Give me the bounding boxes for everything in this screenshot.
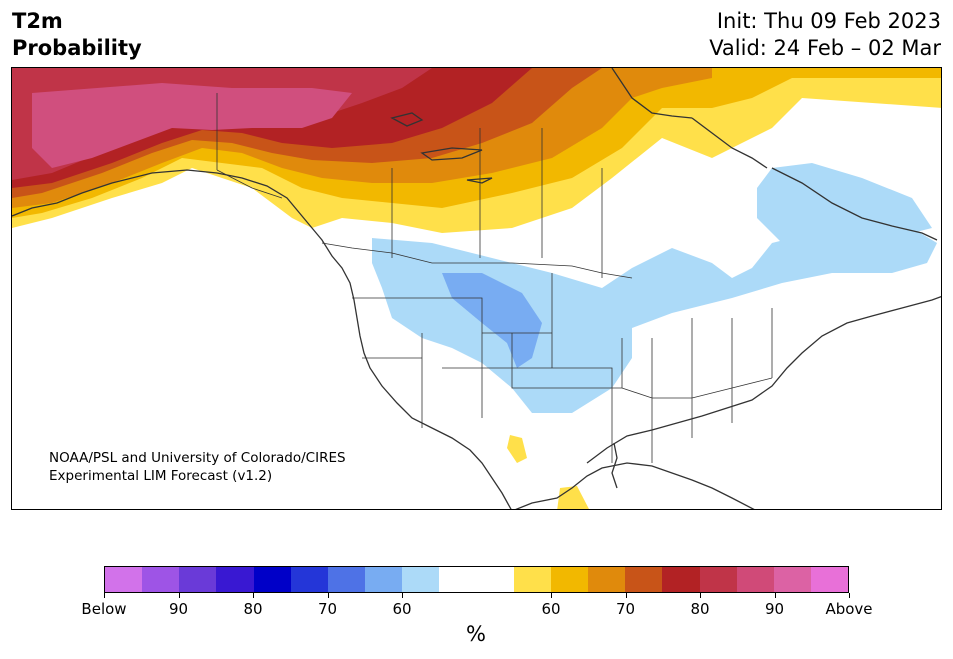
- colorbar-tick-label: Above: [825, 600, 873, 618]
- colorbar-tick-label: 60: [392, 600, 412, 618]
- probability-map: [11, 67, 942, 510]
- colorbar-cell-5: [290, 567, 328, 592]
- colorbar-tick-label: 90: [168, 600, 189, 618]
- colorbar-cell-16: [699, 567, 737, 592]
- colorbar-cell-17: [736, 567, 774, 592]
- colorbar-cell-10: [476, 567, 514, 592]
- shade-above-90: [32, 83, 352, 168]
- colorbar-tick-label: 60: [541, 600, 561, 618]
- title-line1: T2m: [12, 9, 63, 33]
- credit-text: NOAA/PSL and University of Colorado/CIRE…: [49, 449, 346, 485]
- colorbar-tickmark: [327, 593, 329, 598]
- shade-above-45-cam: [557, 486, 589, 509]
- colorbar-tickmark: [402, 593, 403, 598]
- colorbar-cell-6: [327, 567, 366, 592]
- colorbar-tickmark: [104, 593, 105, 598]
- credit-line1: NOAA/PSL and University of Colorado/CIRE…: [49, 450, 346, 466]
- colorbar: [104, 566, 849, 593]
- colorbar-tick-label: 80: [243, 600, 263, 618]
- colorbar-tickmark: [551, 593, 552, 598]
- colorbar-tickmark: [625, 593, 627, 598]
- map-canvas: [12, 68, 941, 509]
- colorbar-cell-19: [810, 567, 849, 592]
- colorbar-tickmark: [178, 593, 180, 598]
- credit-line2: Experimental LIM Forecast (v1.2): [49, 468, 273, 484]
- shade-below-55: [442, 273, 542, 368]
- colorbar-tick-label: 70: [615, 600, 636, 618]
- forecast-dates: Init: Thu 09 Feb 2023 Valid: 24 Feb – 02…: [709, 8, 941, 62]
- colorbar-tickmark: [700, 593, 701, 598]
- valid-date: Valid: 24 Feb – 02 Mar: [709, 36, 941, 60]
- colorbar-tickmark: [849, 593, 850, 598]
- colorbar-tickmark: [253, 593, 254, 598]
- colorbar-cell-1: [142, 567, 180, 592]
- colorbar-tick-label: 70: [317, 600, 338, 618]
- chart-title: T2m Probability: [12, 8, 142, 62]
- shade-below-45b: [757, 163, 932, 243]
- init-date: Init: Thu 09 Feb 2023: [716, 9, 941, 33]
- colorbar-cell-11: [513, 567, 551, 592]
- colorbar-tick-label: 80: [690, 600, 710, 618]
- colorbar-cell-12: [550, 567, 589, 592]
- colorbar-tick-label: Below: [81, 600, 127, 618]
- colorbar-cell-0: [105, 567, 143, 592]
- colorbar-cell-3: [216, 567, 254, 592]
- colorbar-tick-label: 90: [764, 600, 785, 618]
- shade-below-45a: [372, 223, 937, 413]
- title-line2: Probability: [12, 36, 142, 60]
- colorbar-cell-4: [253, 567, 291, 592]
- political-borders: [216, 93, 773, 463]
- colorbar-unit: %: [466, 622, 486, 646]
- colorbar-cell-9: [439, 567, 477, 592]
- colorbar-cell-18: [773, 567, 811, 592]
- colorbar-cell-2: [179, 567, 217, 592]
- colorbar-cell-14: [625, 567, 663, 592]
- colorbar-cell-8: [402, 567, 440, 592]
- colorbar-cell-7: [365, 567, 403, 592]
- shade-above-45-mexico: [507, 435, 527, 463]
- colorbar-cell-15: [662, 567, 700, 592]
- coastline: [12, 68, 941, 509]
- colorbar-tickmark: [774, 593, 776, 598]
- colorbar-cell-13: [588, 567, 626, 592]
